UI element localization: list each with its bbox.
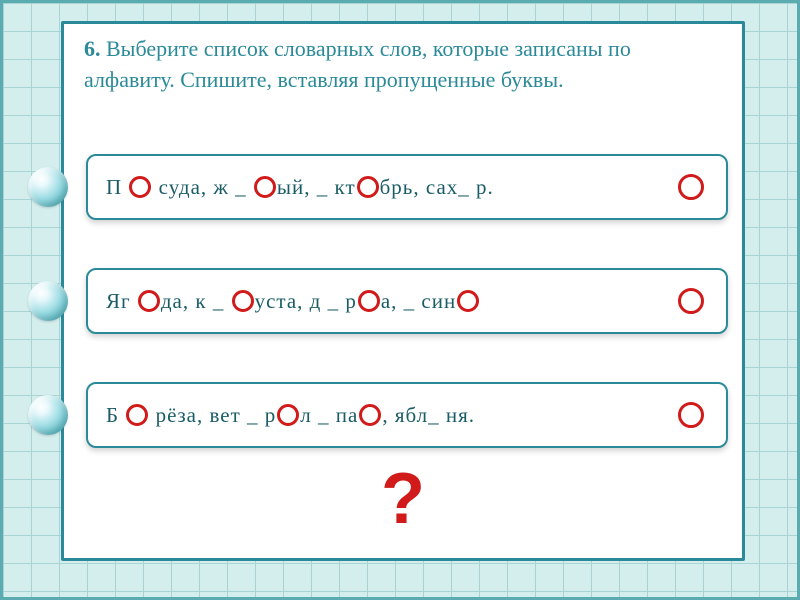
radio-bullet[interactable] [28, 281, 68, 321]
circle-marker-icon [232, 290, 254, 312]
circle-marker-icon [254, 176, 276, 198]
radio-bullet[interactable] [28, 167, 68, 207]
option-row: Яг да, к _ уста, д _ ра, _ син [28, 268, 728, 334]
circle-marker-icon [359, 404, 381, 426]
option-box[interactable]: Б рёза, вет _ рл _ па, ябл_ ня. [86, 382, 728, 448]
exercise-number: 6. [84, 36, 101, 61]
option-text: П суда, ж _ ый, _ ктбрь, сах_ р. [106, 175, 494, 200]
page-canvas: 6. Выберите список словарных слов, котор… [0, 0, 800, 600]
question-mark-icon: ? [381, 458, 425, 540]
circle-marker-icon [678, 174, 704, 200]
circle-marker-icon [357, 176, 379, 198]
radio-bullet[interactable] [28, 395, 68, 435]
circle-marker-icon [126, 404, 148, 426]
circle-marker-icon [138, 290, 160, 312]
circle-marker-icon [129, 176, 151, 198]
circle-marker-icon [277, 404, 299, 426]
circle-marker-icon [678, 402, 704, 428]
option-box[interactable]: Яг да, к _ уста, д _ ра, _ син [86, 268, 728, 334]
circle-marker-icon [358, 290, 380, 312]
option-row: П суда, ж _ ый, _ ктбрь, сах_ р. [28, 154, 728, 220]
exercise-card: 6. Выберите список словарных слов, котор… [61, 21, 745, 561]
instruction-text: 6. Выберите список словарных слов, котор… [84, 34, 718, 96]
option-text: Яг да, к _ уста, д _ ра, _ син [106, 289, 480, 314]
exercise-prompt: Выберите список словарных слов, которые … [84, 36, 631, 92]
circle-marker-icon [457, 290, 479, 312]
circle-marker-icon [678, 288, 704, 314]
option-row: Б рёза, вет _ рл _ па, ябл_ ня. [28, 382, 728, 448]
option-text: Б рёза, вет _ рл _ па, ябл_ ня. [106, 403, 475, 428]
option-box[interactable]: П суда, ж _ ый, _ ктбрь, сах_ р. [86, 154, 728, 220]
